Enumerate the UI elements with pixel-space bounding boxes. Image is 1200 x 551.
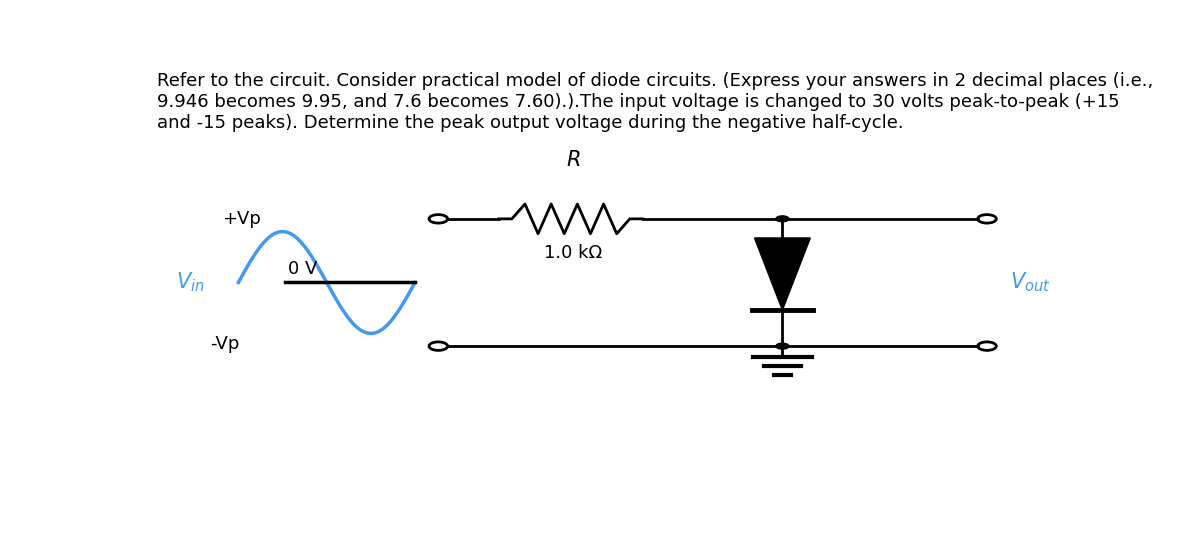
Polygon shape: [755, 238, 810, 310]
Circle shape: [776, 216, 788, 222]
Text: +Vp: +Vp: [222, 210, 262, 228]
Text: 1.0 kΩ: 1.0 kΩ: [544, 244, 602, 262]
Circle shape: [776, 343, 788, 349]
Text: $R$: $R$: [566, 150, 581, 170]
Text: 0 V: 0 V: [288, 260, 317, 278]
Text: $V_{out}$: $V_{out}$: [1010, 271, 1051, 294]
Text: -Vp: -Vp: [210, 335, 240, 353]
Text: Refer to the circuit. Consider practical model of diode circuits. (Express your : Refer to the circuit. Consider practical…: [157, 73, 1153, 132]
Text: $V_{in}$: $V_{in}$: [176, 271, 205, 294]
